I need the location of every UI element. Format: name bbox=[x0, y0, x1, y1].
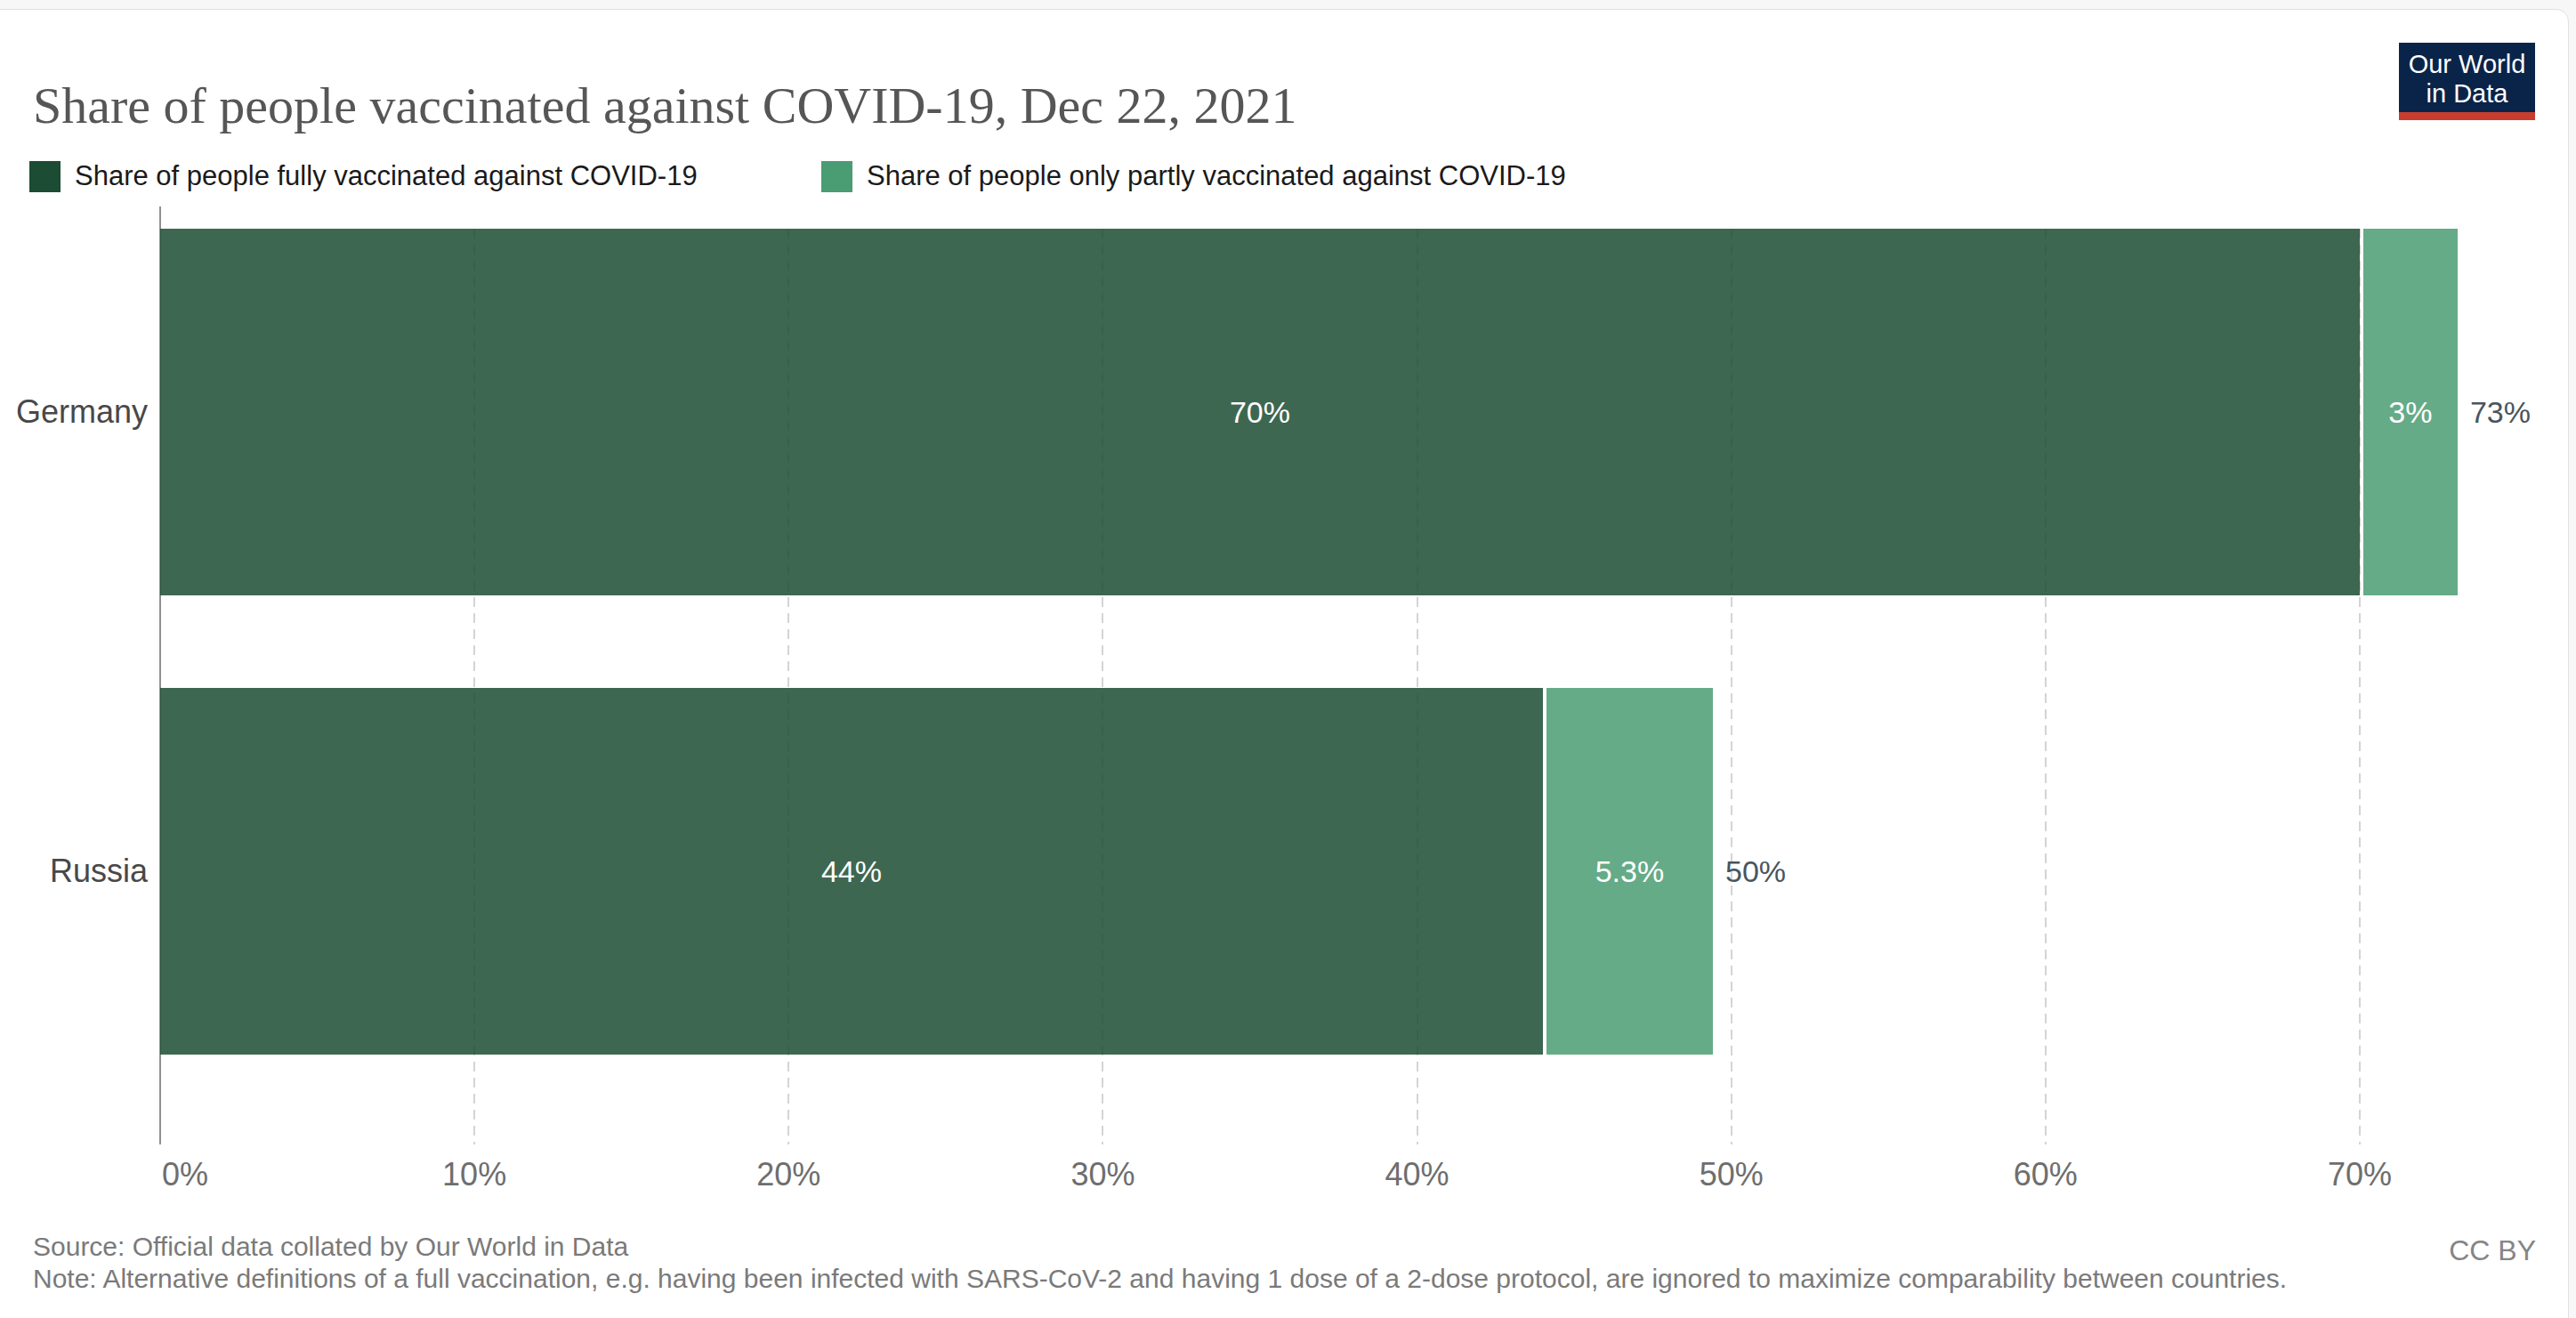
owid-logo-accent-bar bbox=[2399, 112, 2535, 120]
x-axis-tick-label: 60% bbox=[1983, 1156, 2108, 1193]
bar-total-label: 50% bbox=[1725, 688, 1786, 1055]
bar-segment-russia-fully[interactable]: 44% bbox=[160, 688, 1543, 1055]
bar-value-label: 3% bbox=[2388, 395, 2432, 430]
x-axis-tick-label: 20% bbox=[726, 1156, 851, 1193]
entity-label-germany[interactable]: Germany bbox=[0, 229, 148, 595]
legend-swatch-fully-vaccinated bbox=[29, 161, 61, 192]
owid-logo-line1: Our World bbox=[2409, 50, 2526, 79]
source-line: Source: Official data collated by Our Wo… bbox=[33, 1231, 628, 1263]
license-link[interactable]: CC BY bbox=[2449, 1234, 2536, 1267]
x-axis-tick-label: 70% bbox=[2297, 1156, 2422, 1193]
x-axis-tick-label: 0% bbox=[162, 1156, 208, 1193]
bar-value-label: 70% bbox=[1230, 395, 1290, 430]
owid-logo[interactable]: Our World in Data bbox=[2399, 43, 2535, 120]
bar-segment-germany-fully[interactable]: 70% bbox=[160, 229, 2360, 595]
bar-value-label: 44% bbox=[821, 854, 882, 889]
x-axis-tick-label: 30% bbox=[1040, 1156, 1165, 1193]
chart-card bbox=[0, 9, 2569, 1318]
entity-label-russia[interactable]: Russia bbox=[0, 688, 148, 1055]
legend-item-fully-vaccinated[interactable]: Share of people fully vaccinated against… bbox=[29, 160, 698, 192]
legend-item-partly-vaccinated[interactable]: Share of people only partly vaccinated a… bbox=[821, 160, 1566, 192]
bar-total-label: 73% bbox=[2470, 229, 2531, 595]
bar-value-label: 5.3% bbox=[1595, 854, 1665, 889]
legend-swatch-partly-vaccinated bbox=[821, 161, 852, 192]
x-axis-tick-label: 10% bbox=[412, 1156, 537, 1193]
legend-label: Share of people fully vaccinated against… bbox=[75, 160, 698, 192]
legend-label: Share of people only partly vaccinated a… bbox=[867, 160, 1566, 192]
x-axis-tick-label: 50% bbox=[1669, 1156, 1794, 1193]
note-line: Note: Alternative definitions of a full … bbox=[33, 1263, 2287, 1295]
bar-segment-germany-partly[interactable]: 3% bbox=[2363, 229, 2458, 595]
x-axis-tick-label: 40% bbox=[1355, 1156, 1480, 1193]
owid-logo-line2: in Data bbox=[2427, 79, 2508, 109]
bar-segment-russia-partly[interactable]: 5.3% bbox=[1546, 688, 1713, 1055]
chart-title: Share of people vaccinated against COVID… bbox=[33, 77, 2168, 134]
